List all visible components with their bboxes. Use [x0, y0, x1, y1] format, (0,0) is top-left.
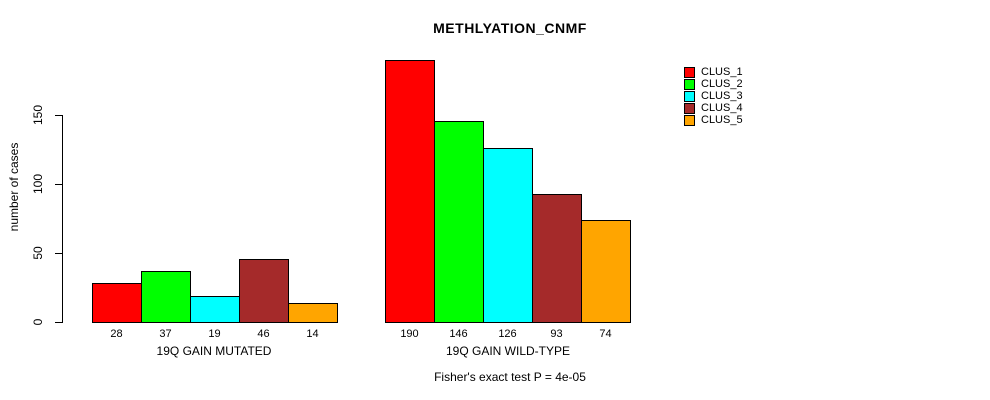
legend-item: CLUS_3 — [684, 90, 743, 102]
y-tick-mark — [55, 115, 62, 116]
legend-item: CLUS_5 — [684, 114, 743, 126]
bar-value-label: 28 — [110, 328, 123, 340]
legend-swatch-icon — [684, 114, 695, 126]
bar-value-label: 190 — [400, 328, 419, 340]
legend: CLUS_1 CLUS_2 CLUS_3 CLUS_4 CLUS_5 — [684, 66, 743, 126]
bar-clus_4 — [532, 194, 582, 323]
legend-item: CLUS_4 — [684, 102, 743, 114]
legend-label: CLUS_3 — [701, 90, 743, 102]
bar-value-label: 14 — [306, 328, 319, 340]
legend-swatch-icon — [684, 102, 695, 114]
legend-label: CLUS_2 — [701, 78, 743, 90]
bar-value-label: 46 — [257, 328, 270, 340]
bar-clus_5 — [581, 220, 631, 323]
bar-clus_1 — [92, 283, 142, 323]
legend-swatch-icon — [684, 78, 695, 90]
legend-label: CLUS_5 — [701, 114, 743, 126]
y-tick-label: 150 — [31, 104, 45, 126]
bar-value-label: 126 — [498, 328, 517, 340]
chart-title: METHLYATION_CNMF — [433, 20, 587, 36]
y-tick-label: 50 — [31, 246, 45, 260]
bar-value-label: 146 — [449, 328, 468, 340]
y-tick-mark — [55, 322, 62, 323]
y-tick-label: 100 — [31, 173, 45, 195]
bar-value-label: 93 — [550, 328, 563, 340]
y-axis-title: number of cases — [7, 142, 21, 232]
y-tick-label: 0 — [31, 318, 45, 326]
x-group-label-wildtype: 19Q GAIN WILD-TYPE — [445, 344, 571, 358]
y-tick-mark — [55, 184, 62, 185]
legend-label: CLUS_1 — [701, 66, 743, 78]
y-axis-line — [62, 115, 63, 323]
x-group-label-mutated: 19Q GAIN MUTATED — [156, 344, 272, 358]
legend-item: CLUS_2 — [684, 78, 743, 90]
bar-clus_5 — [288, 303, 338, 323]
legend-swatch-icon — [684, 90, 695, 102]
bar-clus_2 — [141, 271, 191, 323]
y-tick-mark — [55, 253, 62, 254]
bar-clus_3 — [190, 296, 240, 323]
fisher-test-note: Fisher's exact test P = 4e-05 — [434, 370, 586, 384]
legend-label: CLUS_4 — [701, 102, 743, 114]
legend-swatch-icon — [684, 66, 695, 78]
legend-item: CLUS_1 — [684, 66, 743, 78]
bar-value-label: 37 — [159, 328, 172, 340]
bar-clus_2 — [434, 121, 484, 323]
bar-value-label: 19 — [208, 328, 221, 340]
bar-clus_4 — [239, 259, 289, 323]
bar-value-label: 74 — [599, 328, 612, 340]
bar-clus_3 — [483, 148, 533, 323]
bar-clus_1 — [385, 60, 435, 323]
